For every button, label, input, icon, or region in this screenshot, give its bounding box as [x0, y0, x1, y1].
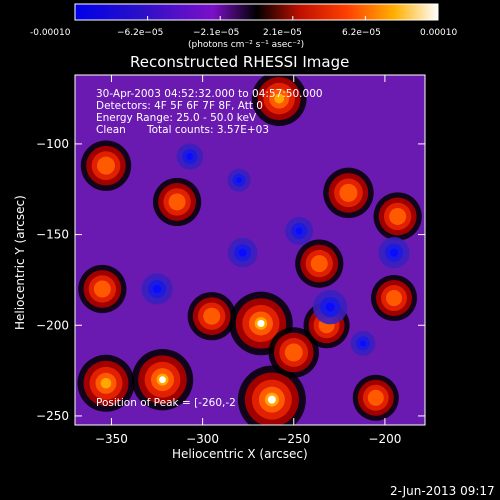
colorbar [74, 3, 439, 21]
source-blob-12-layer-3 [203, 307, 221, 325]
source-dip-23-layer-2 [236, 177, 242, 183]
source-blob-9-layer-3 [389, 207, 407, 225]
source-blob-13-layer-3 [284, 343, 303, 362]
source-blob-6-layer-3 [93, 280, 111, 298]
colorbar-tick-3: 2.1e−05 [263, 28, 302, 38]
source-dip-20-layer-2 [295, 227, 303, 235]
source-blob-4-layer-4 [274, 93, 285, 104]
source-blob-7-layer-3 [168, 193, 186, 211]
source-blob-10-layer-3 [310, 255, 328, 273]
source-blob-14-layer-3 [367, 389, 384, 406]
info-counts: Total counts: 3.57E+03 [146, 124, 269, 136]
x-tick-label-0: −350 [95, 432, 128, 446]
colorbar-ticks [74, 16, 439, 20]
source-blob-0-layer-5 [267, 395, 276, 404]
source-blob-1-layer-5 [257, 319, 265, 328]
source-dip-18-layer-2 [238, 248, 247, 257]
y-axis-label: Heliocentric Y (arcsec) [13, 195, 27, 330]
source-blob-2-layer-5 [159, 376, 166, 384]
colorbar-tick-2: −2.1e−05 [193, 28, 239, 38]
info-energy: Energy Range: 25.0 - 50.0 keV [96, 112, 257, 124]
x-tick-label-3: −200 [368, 432, 401, 446]
colorbar-units: (photons cm⁻² s⁻¹ asec⁻²) [188, 40, 304, 50]
source-dip-16-layer-2 [153, 284, 162, 293]
y-tick-label-2: −200 [36, 318, 69, 332]
y-tick-label-3: −250 [36, 409, 69, 423]
colorbar-tick-4: 6.2e−05 [342, 28, 381, 38]
source-dip-17-layer-2 [325, 302, 335, 312]
source-dip-21-layer-2 [186, 153, 194, 160]
y-tick-label-0: −100 [36, 137, 69, 151]
y-tick-label-1: −150 [36, 228, 69, 242]
source-dip-19-layer-2 [390, 248, 399, 257]
x-axis-label: Heliocentric X (arcsec) [172, 447, 308, 461]
plot-frame [74, 74, 426, 426]
heatmap-area [75, 75, 425, 425]
info-detectors: Detectors: 4F 5F 6F 7F 8F, Att 0 [96, 100, 263, 112]
heatmap-sources [77, 75, 422, 425]
source-blob-3-layer-4 [100, 377, 112, 389]
source-blob-11-layer-3 [386, 290, 403, 307]
info-method: Clean [96, 124, 126, 136]
colorbar-tick-5: 0.00010 [420, 28, 457, 38]
source-blob-5-layer-3 [96, 156, 115, 175]
footer-date: 2-Jun-2013 09:17 [390, 484, 495, 498]
info-time-range: 30-Apr-2003 04:52:32.000 to 04:57:50.000 [96, 88, 323, 100]
source-dip-22-layer-2 [360, 340, 367, 347]
x-tick-label-2: −250 [277, 432, 310, 446]
axes-ticks: −350 −300 −250 −200 −100 −150 −200 −250 [36, 75, 425, 446]
source-blob-8-layer-3 [339, 183, 358, 202]
colorbar-tick-1: −6.2e−05 [117, 28, 163, 38]
colorbar-tick-0: -0.00010 [30, 28, 71, 38]
info-peak: Position of Peak = [-260,-2 [96, 397, 236, 409]
chart-title: Reconstructed RHESSI Image [130, 53, 349, 71]
x-tick-label-1: −300 [186, 432, 219, 446]
